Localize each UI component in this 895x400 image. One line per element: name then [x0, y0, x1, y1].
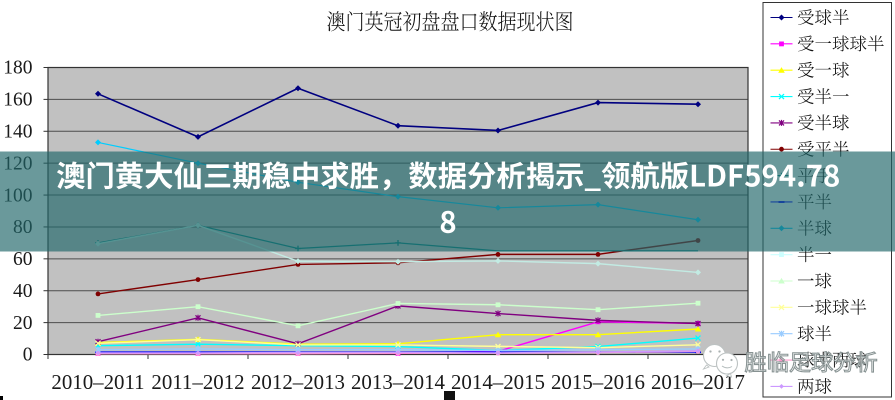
svg-text:2013–2014: 2013–2014	[351, 370, 446, 394]
svg-text:160: 160	[3, 90, 32, 111]
svg-text:140: 140	[3, 122, 32, 143]
svg-text:180: 180	[3, 58, 32, 79]
svg-text:2015–2016: 2015–2016	[551, 370, 645, 394]
svg-text:40: 40	[13, 281, 33, 302]
svg-text:2011–2012: 2011–2012	[151, 370, 244, 394]
svg-text:20: 20	[13, 313, 33, 334]
svg-text:0: 0	[23, 345, 33, 366]
svg-text:60: 60	[13, 249, 33, 270]
svg-text:2010–2011: 2010–2011	[51, 370, 144, 394]
svg-text:2012–2013: 2012–2013	[251, 370, 345, 394]
svg-text:2014–2015: 2014–2015	[451, 370, 545, 394]
